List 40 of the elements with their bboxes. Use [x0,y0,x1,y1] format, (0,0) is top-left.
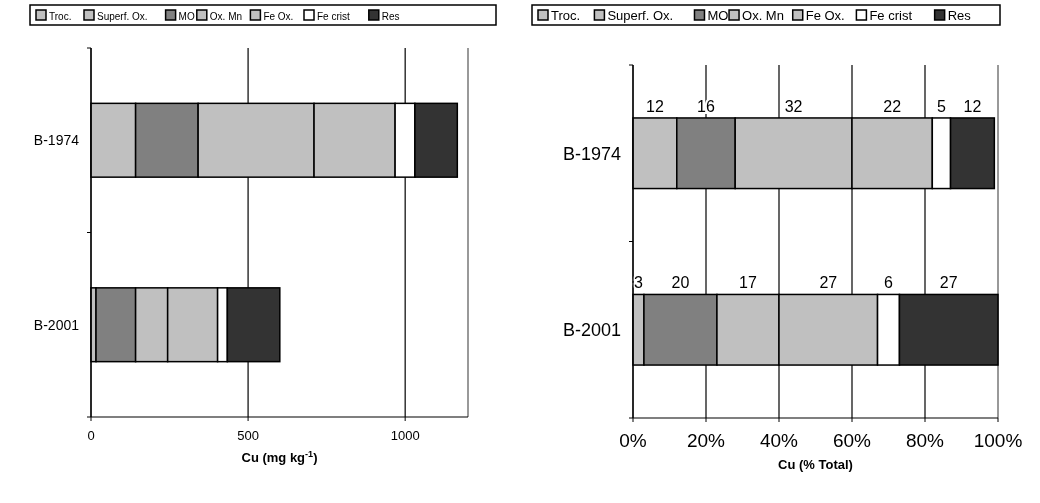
data-label: 22 [883,97,902,115]
data-label: 27 [939,274,958,292]
data-label: 27 [819,274,838,292]
x-tick-label: 80% [905,430,945,451]
data-label: 32 [784,97,803,115]
x-tick-label: 100% [973,430,1023,451]
x-tick-label: 0% [619,430,647,451]
legend-label: Fe crist [317,10,350,22]
x-tick-label: 500 [237,428,259,443]
legend-label: Superf. Ox. [607,7,674,23]
x-tick-label: 40% [759,430,799,451]
data-label: 20 [671,274,690,292]
x-axis-title: Cu (% Total) [778,457,853,472]
legend-label: Troc. [49,10,72,22]
legend-label: Fe Ox. [805,7,845,23]
y-tick-label: B-2001 [562,320,621,341]
legend-label: MO [707,7,729,23]
data-label: 17 [739,274,757,292]
legend-label: Ox. Mn [742,7,784,23]
legend-label: Ox. Mn [209,10,243,22]
legend-label: MO [178,10,195,22]
data-label: 6 [884,274,894,292]
data-label: 5 [936,97,946,115]
x-axis-title: Cu (mg kg$^{-1}$) [241,449,318,465]
x-tick-label: 0 [87,428,95,443]
x-tick-label: 1000 [390,428,420,443]
data-label: 12 [646,97,664,115]
legend-label: Res [381,10,400,22]
legend-label: Superf. Ox. [97,10,148,22]
legend-label: Fe crist [869,7,913,23]
x-tick-label: 20% [686,430,726,451]
legend-label: Fe Ox. [263,10,294,22]
legend-label: Res [947,7,972,23]
y-tick-label: B-1974 [33,132,80,149]
data-label: 12 [963,97,982,115]
y-tick-label: B-1974 [562,143,621,164]
y-tick-label: B-2001 [33,316,80,333]
legend-label: Troc. [551,7,581,23]
x-tick-label: 60% [832,430,872,451]
data-label: 3 [634,274,644,292]
